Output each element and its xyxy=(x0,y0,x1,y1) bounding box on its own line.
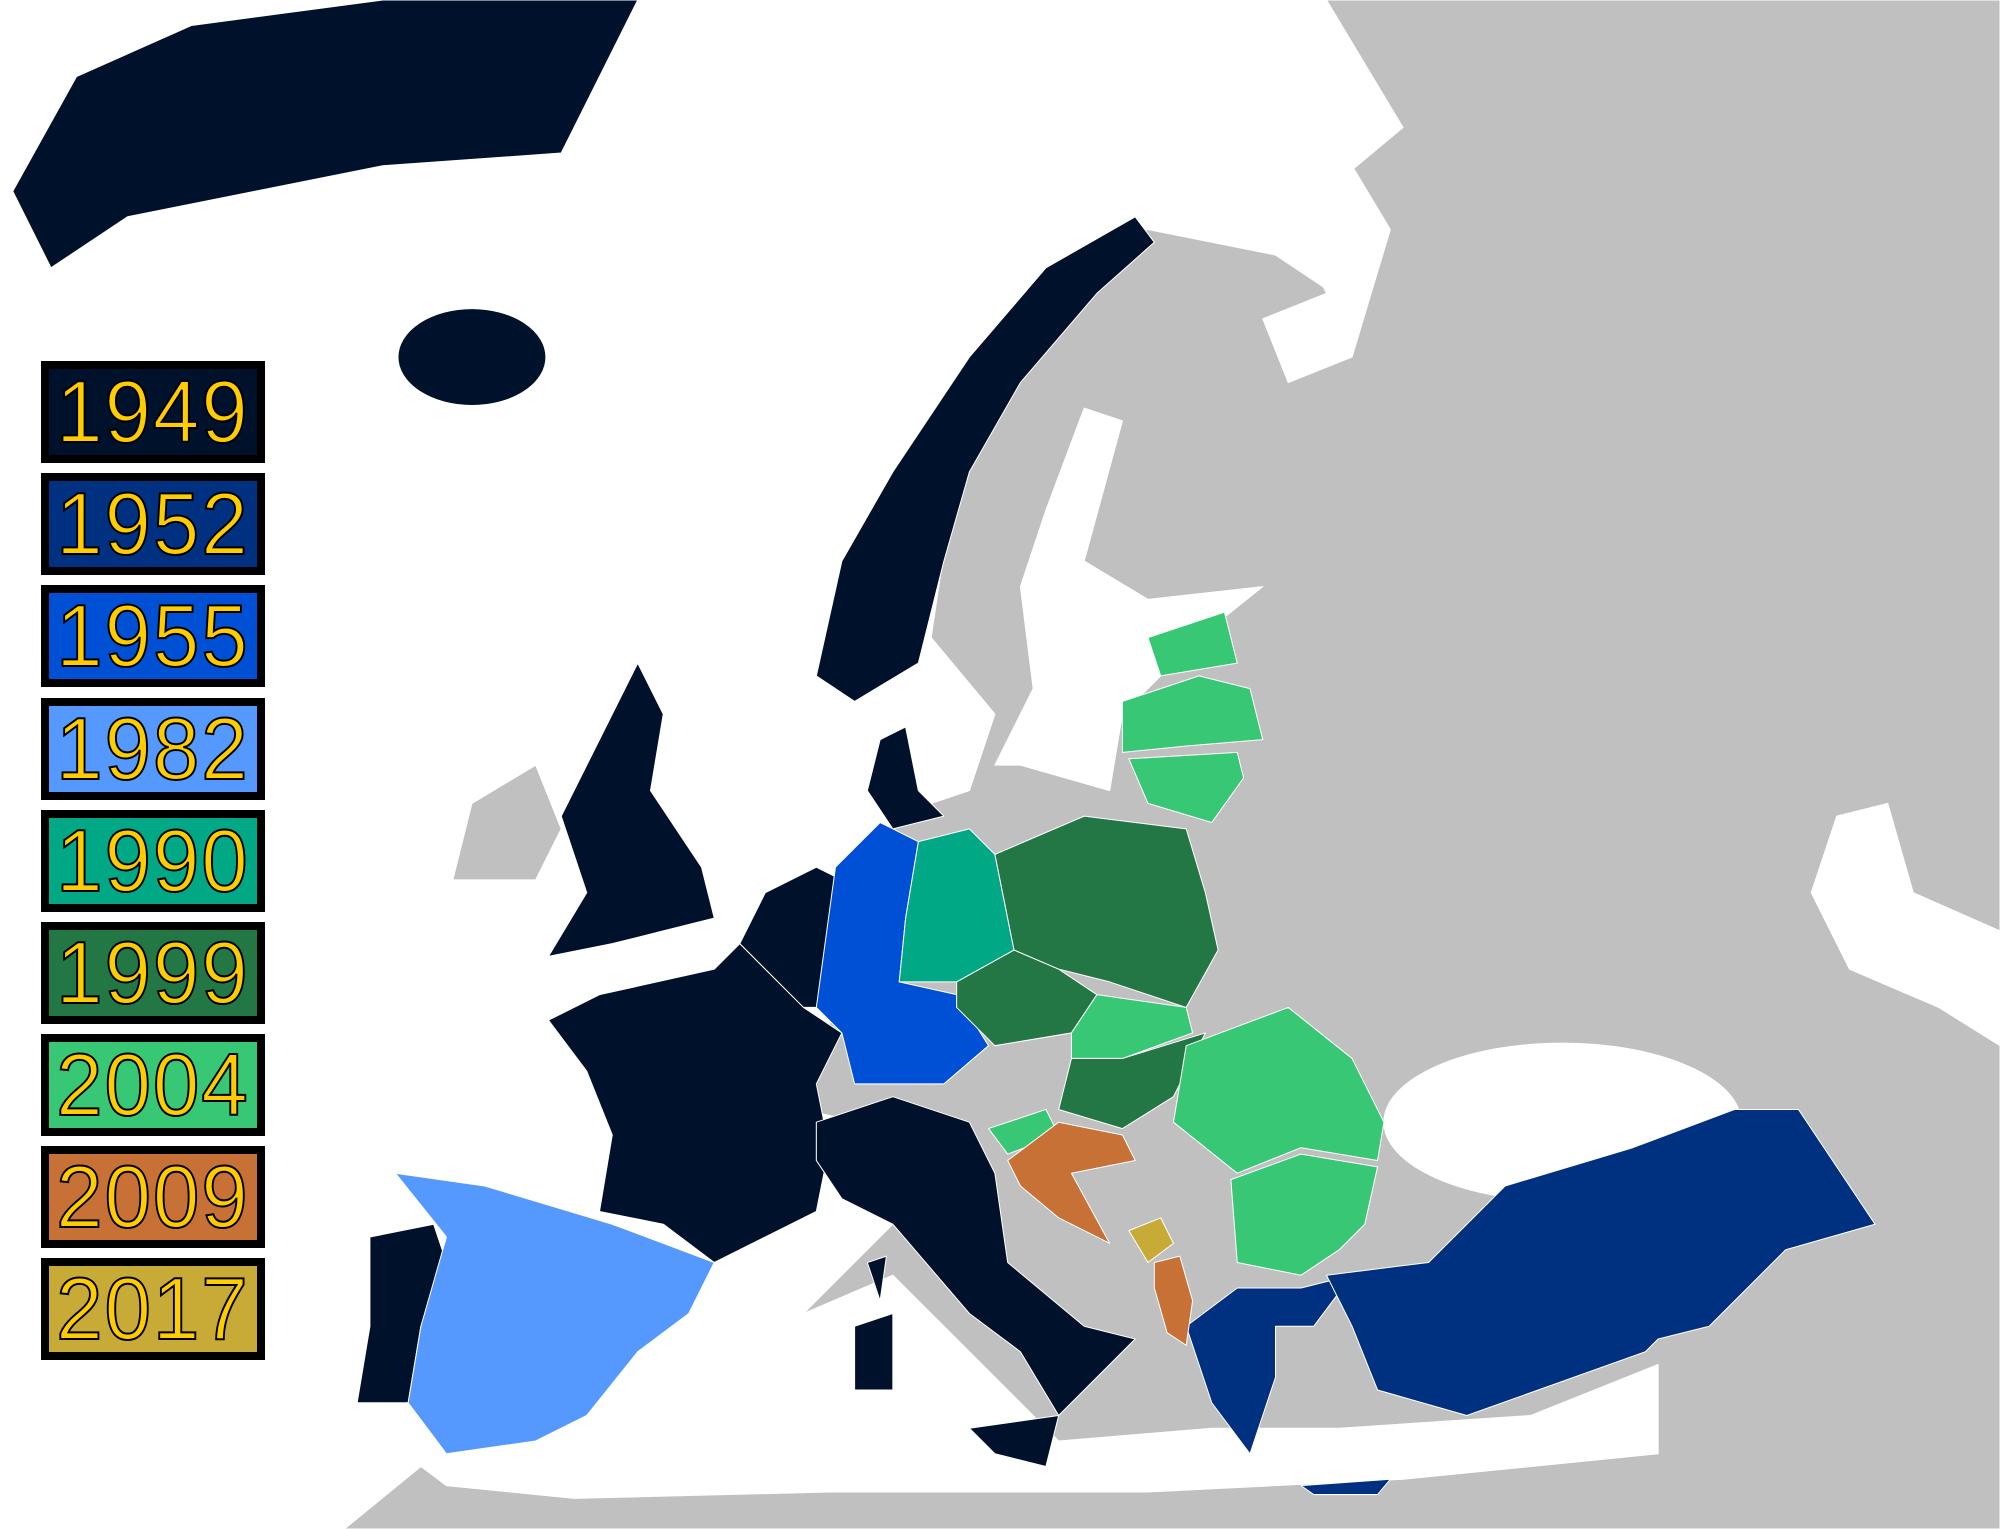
legend-year: 1952 xyxy=(55,474,250,573)
legend-item-1999: 1999 xyxy=(41,922,265,1024)
legend-item-2004: 2004 xyxy=(41,1034,265,1136)
white-sea xyxy=(1262,165,1391,384)
legend-item-1990: 1990 xyxy=(41,810,265,912)
albania xyxy=(1153,1255,1194,1346)
italy xyxy=(815,1096,1136,1417)
croatia xyxy=(1007,1121,1136,1244)
denmark xyxy=(866,726,945,830)
corsica xyxy=(866,1255,887,1302)
legend-year: 1999 xyxy=(55,923,250,1022)
legend-item-1949: 1949 xyxy=(41,361,265,463)
legend-item-2017: 2017 xyxy=(41,1258,265,1360)
legend-year: 1990 xyxy=(55,811,250,910)
legend-item-1952: 1952 xyxy=(41,473,265,575)
iceland xyxy=(397,308,547,407)
legend-year: 2004 xyxy=(55,1035,250,1134)
lithuania xyxy=(1128,751,1245,824)
spain xyxy=(394,1172,715,1455)
greece xyxy=(1185,1274,1353,1455)
france xyxy=(547,943,843,1263)
ireland xyxy=(452,764,562,881)
legend-item-1982: 1982 xyxy=(41,698,265,800)
bulgaria xyxy=(1230,1153,1379,1276)
montenegro xyxy=(1128,1217,1174,1263)
mediterranean-sea xyxy=(420,1274,1659,1499)
legend-year: 1955 xyxy=(55,586,250,685)
estonia xyxy=(1147,611,1238,677)
caspian-sea xyxy=(1810,802,2000,1047)
legend-year: 2009 xyxy=(55,1147,250,1246)
slovakia xyxy=(1070,994,1194,1059)
legend-item-2009: 2009 xyxy=(41,1146,265,1248)
greenland xyxy=(12,0,639,269)
united-kingdom xyxy=(547,662,715,957)
turkey xyxy=(1326,1108,1876,1417)
romania xyxy=(1172,1006,1385,1174)
latvia xyxy=(1121,675,1264,753)
legend-year: 2017 xyxy=(55,1259,250,1358)
sardinia xyxy=(854,1312,894,1391)
norway xyxy=(815,216,1155,702)
crete xyxy=(1300,1478,1391,1496)
legend-item-1955: 1955 xyxy=(41,585,265,687)
sicily xyxy=(968,1414,1060,1468)
baltic-sea xyxy=(994,407,1264,792)
legend-year: 1982 xyxy=(55,699,250,798)
west-germany xyxy=(815,822,990,1085)
legend-year: 1949 xyxy=(55,362,250,461)
